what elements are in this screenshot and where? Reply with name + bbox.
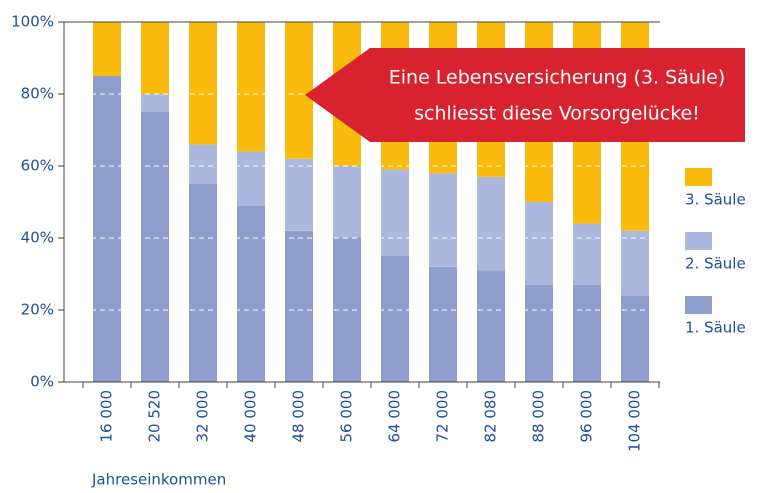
legend-label: 1. Säule	[685, 319, 746, 337]
legend-label: 3. Säule	[685, 191, 746, 209]
x-axis-label: Jahreseinkommen	[91, 471, 226, 489]
y-tick-label: 80%	[21, 85, 54, 103]
x-tick-label: 56 000	[338, 390, 356, 443]
x-tick-label: 96 000	[578, 390, 596, 443]
bar-segment	[333, 166, 361, 238]
legend-swatch	[685, 232, 712, 250]
bar-segment	[237, 22, 265, 152]
x-tick-label: 104 000	[626, 390, 644, 452]
bar-segment	[141, 94, 169, 112]
x-tick-label: 48 000	[290, 390, 308, 443]
bar-segment	[141, 112, 169, 382]
y-tick-label: 40%	[21, 229, 54, 247]
y-tick-label: 20%	[21, 301, 54, 319]
bar-segment	[621, 295, 649, 382]
bar-segment	[525, 284, 553, 382]
bar-segment	[93, 22, 121, 76]
legend-label: 2. Säule	[685, 255, 746, 273]
x-tick-label: 88 000	[530, 390, 548, 443]
x-tick-label: 64 000	[386, 390, 404, 443]
x-tick-label: 20 520	[146, 390, 164, 443]
bar-segment	[189, 22, 217, 145]
x-tick-label: 32 000	[194, 390, 212, 443]
y-tick-label: 60%	[21, 157, 54, 175]
bar-segment	[285, 230, 313, 382]
bar-segment	[573, 223, 601, 285]
bar-segment	[93, 76, 121, 382]
bar-segment	[381, 256, 409, 382]
callout-text: Eine Lebensversicherung (3. Säule)	[389, 67, 726, 89]
bar-segment	[573, 284, 601, 382]
bar-segment	[141, 22, 169, 94]
bar-segment	[381, 169, 409, 256]
legend-swatch	[685, 296, 712, 314]
bar-segment	[237, 151, 265, 206]
bar-segment	[621, 230, 649, 296]
y-tick-label: 0%	[30, 373, 54, 391]
bar-segment	[189, 184, 217, 382]
x-tick-label: 40 000	[242, 390, 260, 443]
bar-segment	[429, 173, 457, 267]
bar-segment	[189, 144, 217, 184]
callout-text: schliesst diese Vorsorgelücke!	[414, 103, 700, 125]
legend-swatch	[685, 168, 712, 186]
x-tick-label: 16 000	[98, 390, 116, 443]
bar-segment	[429, 266, 457, 382]
bar-segment	[525, 202, 553, 285]
bar-segment	[477, 270, 505, 382]
bar-segment	[285, 158, 313, 231]
x-tick-label: 72 000	[434, 390, 452, 443]
bar-segment	[237, 205, 265, 382]
x-tick-label: 82 080	[482, 390, 500, 443]
y-tick-label: 100%	[11, 13, 54, 31]
bar-segment	[285, 22, 313, 159]
callout	[305, 48, 745, 142]
bar-segment	[477, 176, 505, 271]
